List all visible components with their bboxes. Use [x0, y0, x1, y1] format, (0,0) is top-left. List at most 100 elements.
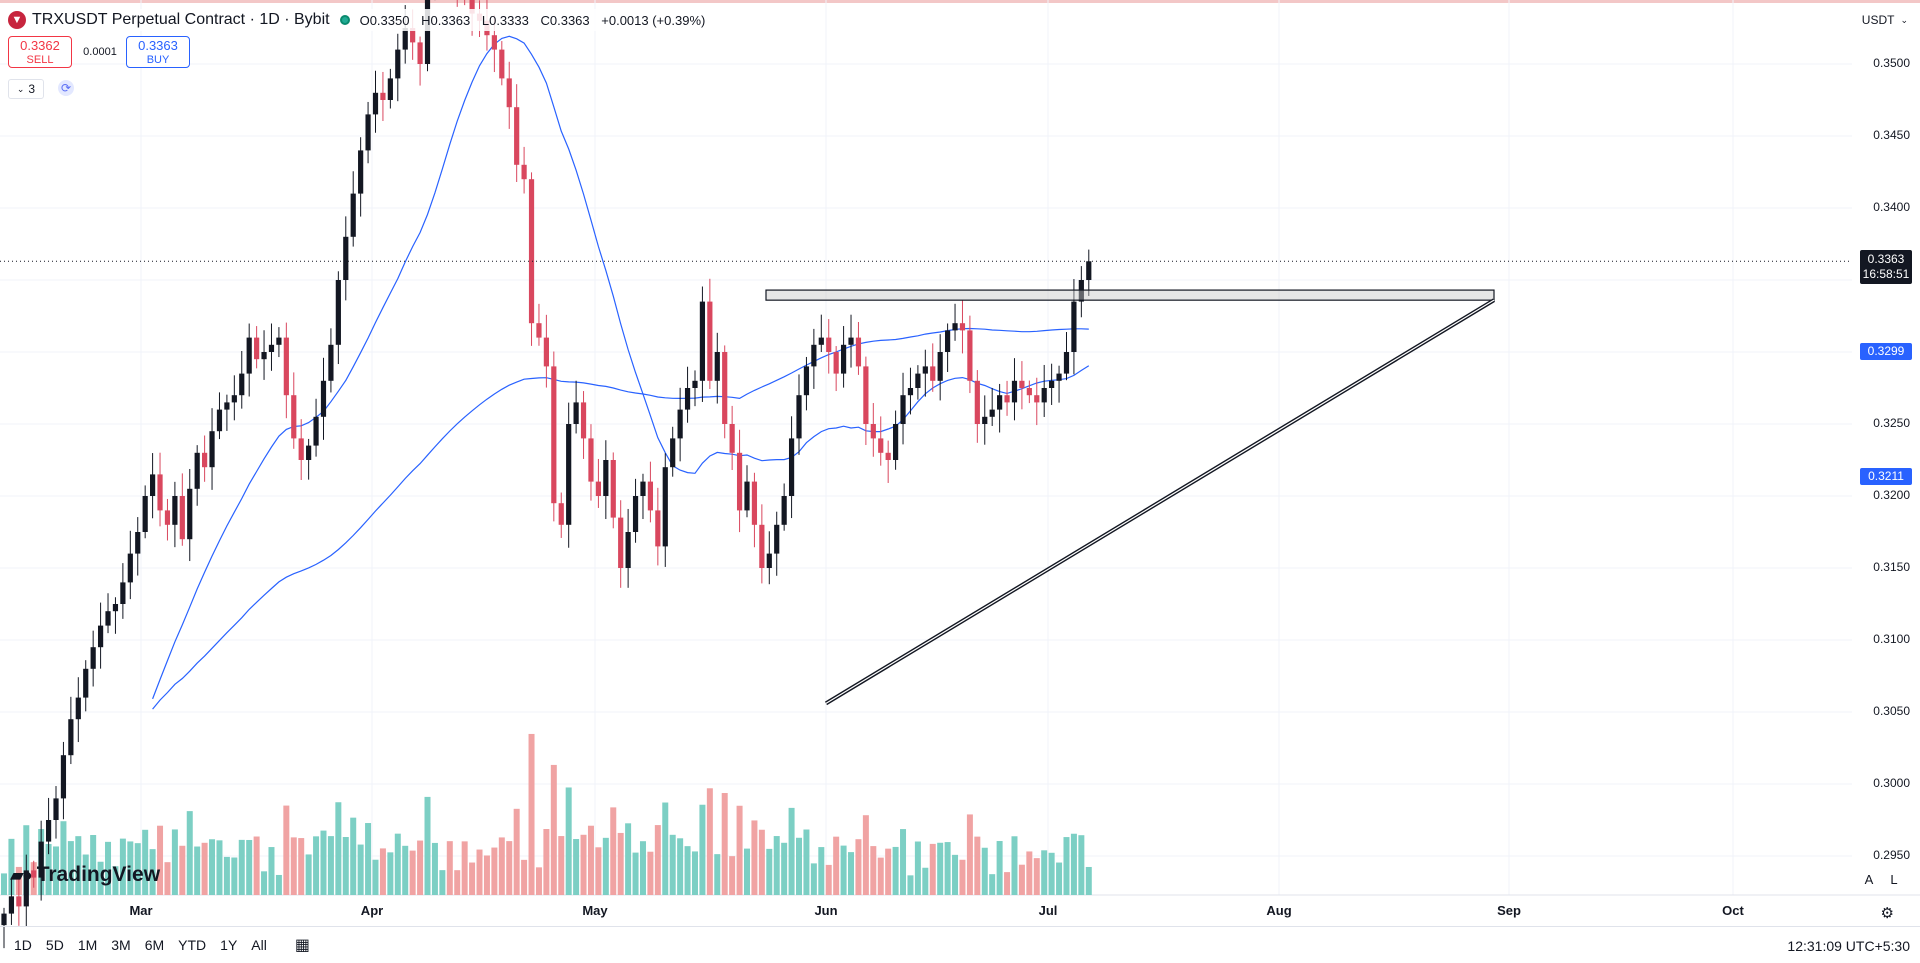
volume-bar	[907, 875, 914, 895]
symbol-title[interactable]: TRXUSDT Perpetual Contract · 1D · Bybit	[32, 11, 330, 28]
candle-body	[603, 460, 609, 496]
volume-bar	[1078, 835, 1085, 895]
price-axis-label: 0.3400	[1873, 200, 1910, 214]
volume-bar	[379, 848, 386, 895]
volume-bar	[439, 870, 446, 895]
candle-body	[194, 452, 200, 489]
candle-body	[796, 395, 802, 439]
bar-countdown: 16:58:51	[1862, 267, 1910, 281]
candle-body	[952, 323, 958, 331]
candle-body	[528, 179, 535, 324]
volume-bar	[1063, 837, 1070, 895]
candle-body	[818, 337, 824, 345]
candle-body	[937, 352, 943, 381]
candle-body	[863, 366, 869, 424]
market-status-icon[interactable]	[339, 15, 350, 25]
volume-bar	[320, 830, 327, 895]
candle-body	[595, 481, 601, 496]
candle-body	[402, 28, 408, 50]
candle-body	[885, 452, 891, 460]
calendar-icon[interactable]: ▦	[294, 937, 310, 954]
currency-selector[interactable]: USDT ⌄	[1856, 9, 1914, 31]
volume-bar	[194, 846, 201, 895]
buy-button[interactable]: 0.3363 BUY	[126, 36, 190, 68]
month-label: Sep	[1497, 903, 1521, 918]
gear-icon[interactable]: ⚙	[1880, 905, 1894, 922]
volume-bar	[253, 836, 260, 895]
month-label: Jun	[814, 903, 838, 918]
candle-body	[677, 409, 683, 439]
volume-bar	[699, 804, 706, 895]
indicators-toggle-button[interactable]: ⌄ 3	[8, 79, 44, 99]
volume-bar	[365, 823, 372, 895]
candle-body	[179, 496, 185, 540]
volume-bar	[45, 844, 52, 895]
volume-bar	[981, 847, 988, 895]
volume-bar	[506, 841, 513, 895]
candle-body	[1019, 380, 1025, 388]
timeframe-1y[interactable]: 1Y	[220, 937, 238, 953]
candle-body	[714, 352, 720, 381]
volume-bar	[149, 849, 156, 895]
candle-body	[722, 352, 728, 424]
candle-body	[751, 481, 758, 525]
volume-bar	[112, 866, 119, 895]
sync-icon[interactable]: ⟳	[58, 80, 74, 96]
volume-bar	[632, 852, 639, 895]
volume-bar	[691, 851, 698, 895]
log-scale-button[interactable]: L	[1890, 872, 1898, 887]
tradingview-logo[interactable]: ▰● TradingView	[10, 863, 160, 887]
spread-value: 0.0001	[83, 46, 117, 58]
ohlc-change: +0.0013 (+0.39%)	[601, 12, 706, 28]
candle-body	[268, 344, 275, 352]
tradingview-logo-icon: ▰●	[10, 864, 33, 885]
timeframe-3m[interactable]: 3M	[111, 937, 131, 953]
volume-bar	[1070, 833, 1077, 895]
timeframe-ytd[interactable]: YTD	[178, 937, 207, 953]
volume-bar	[105, 841, 112, 895]
resistance-zone	[765, 289, 1495, 301]
volume-bar	[231, 857, 238, 895]
candle-body	[8, 896, 15, 914]
volume-bar	[535, 867, 542, 895]
timeframe-all[interactable]: All	[251, 937, 267, 953]
candle-body	[343, 236, 349, 280]
volume-bar	[342, 837, 349, 895]
chevron-down-icon: ⌄	[16, 83, 25, 94]
last-price-tag: 0.3363 16:58:51	[1860, 250, 1912, 284]
volume-bar	[134, 843, 141, 895]
candle-body	[766, 553, 772, 568]
timeframe-1m[interactable]: 1M	[77, 937, 98, 953]
price-axis-label: 0.3450	[1873, 128, 1910, 142]
ma-slow-line	[152, 327, 1089, 710]
price-axis-label: 0.3000	[1873, 776, 1910, 790]
volume-bar	[810, 863, 817, 895]
price-axis-label: 0.3250	[1873, 416, 1910, 430]
volume-bar	[639, 841, 646, 895]
candle-body	[1071, 301, 1077, 352]
volume-bar	[937, 842, 944, 895]
price-axis-label: 0.3200	[1873, 488, 1910, 502]
volume-bar	[186, 811, 193, 895]
volume-bar	[721, 793, 728, 895]
volume-bar	[669, 834, 676, 895]
candle-body	[759, 524, 765, 568]
volume-bar	[647, 851, 654, 895]
volume-bar	[402, 845, 409, 895]
volume-bar	[142, 829, 149, 895]
timeframe-1d[interactable]: 1D	[14, 937, 32, 953]
bottom-toolbar: 1D 5D 1M 3M 6M YTD 1Y All ▦ 12:31:09 UTC…	[0, 926, 1920, 963]
volume-bar	[825, 864, 832, 895]
volume-bar	[67, 841, 74, 895]
clock[interactable]: 12:31:09 UTC+5:30	[1787, 938, 1910, 954]
timeframe-5d[interactable]: 5D	[45, 937, 64, 953]
auto-scale-button[interactable]: A	[1864, 872, 1874, 887]
volume-bar	[684, 846, 691, 895]
candle-body	[699, 301, 706, 381]
timeframe-6m[interactable]: 6M	[144, 937, 165, 953]
sell-button[interactable]: 0.3362 SELL	[8, 36, 72, 68]
candle-body	[514, 107, 520, 165]
volume-bar	[446, 841, 453, 895]
candle-body	[283, 337, 289, 396]
